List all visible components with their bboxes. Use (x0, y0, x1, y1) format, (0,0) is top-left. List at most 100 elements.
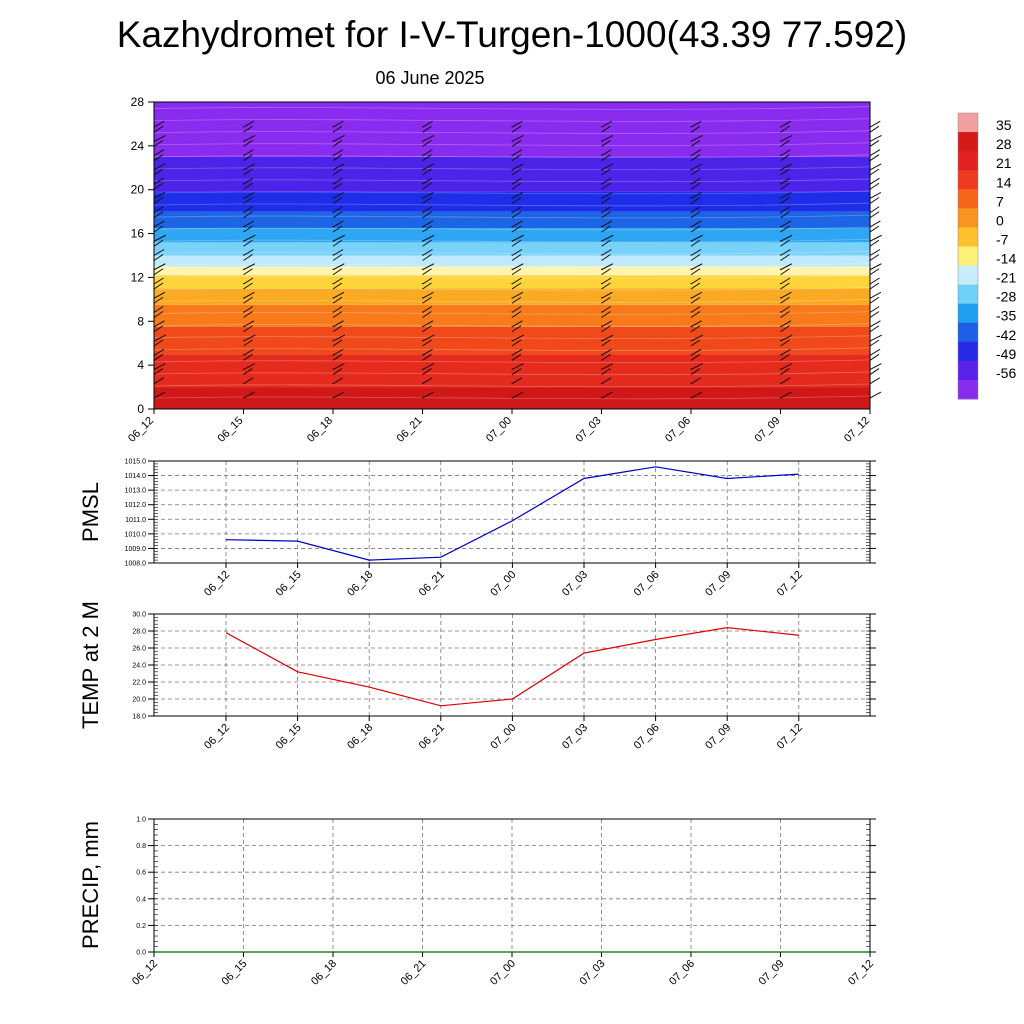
wind-barb-flag (153, 348, 165, 356)
wind-barb-flag (422, 291, 434, 299)
wind-barb-column (690, 120, 704, 399)
x-tick-label: 06_21 (417, 722, 447, 752)
heatmap-layer (154, 266, 870, 276)
wind-barb-flag (511, 211, 522, 219)
wind-barb-flag (511, 125, 522, 133)
wind-barb-flag (511, 192, 524, 199)
wind-barb-flag (511, 363, 524, 370)
wind-barb-flag (332, 296, 343, 304)
wind-barb-flag (869, 197, 880, 204)
y-tick-label: 1009.0 (125, 546, 147, 553)
colorbar-label: -42 (996, 327, 1016, 343)
wind-barb-flag (243, 249, 254, 256)
wind-barb-flag (780, 334, 793, 342)
wind-barb-flag (422, 277, 433, 285)
x-tick-label: 07_12 (775, 722, 805, 752)
contour-line (153, 118, 871, 122)
wind-barb-flag (869, 120, 881, 128)
contour-line (153, 299, 871, 303)
wind-barb-flag (511, 291, 524, 299)
y-tick-label: 1.0 (136, 817, 146, 824)
wind-barb-flag (601, 363, 614, 370)
wind-barb-flag (780, 268, 790, 276)
wind-barb-flag (511, 220, 523, 228)
wind-barb-flag (332, 125, 343, 133)
contour-line (153, 371, 871, 376)
wind-barb-flag (601, 254, 611, 261)
wind-barb-flag (422, 234, 435, 242)
y-tick-label: 20 (131, 183, 145, 197)
x-tick-label: 07_12 (846, 958, 876, 988)
wind-barb-flag (601, 296, 611, 304)
wind-barb-flag (780, 192, 792, 199)
wind-barb-flag (422, 211, 432, 219)
wind-barb-flag (601, 211, 611, 219)
x-tick-label: 06_21 (399, 958, 429, 988)
wind-barb-flag (511, 120, 523, 128)
wind-barb-flag (332, 311, 343, 318)
wind-barb-flag (332, 325, 343, 333)
wind-barb-flag (869, 325, 880, 333)
wind-barb-flag (332, 192, 345, 199)
wind-barb-flag (690, 368, 701, 375)
wind-barb-flag (243, 296, 253, 304)
contour-line (153, 250, 871, 255)
contour-line (153, 178, 871, 183)
wind-barb-flag (243, 125, 253, 133)
contour-line (153, 359, 871, 364)
wind-barb-flag (690, 192, 703, 199)
wind-barb-flag (332, 140, 343, 147)
contour-line (153, 347, 871, 351)
y-axis-label: PMSL (78, 482, 103, 542)
wind-barb-flag (780, 125, 790, 133)
wind-barb-flag (601, 377, 612, 385)
wind-barb-flag (511, 348, 523, 356)
wind-barb-flag (332, 339, 343, 347)
wind-barb-flag (511, 277, 522, 285)
heatmap-layer (154, 354, 870, 388)
y-axis-label: PRECIP, mm (78, 821, 103, 949)
y-tick-label: 0.6 (136, 870, 146, 877)
wind-barb-flag (601, 353, 611, 361)
x-tick-label: 07_09 (703, 722, 733, 752)
wind-barb-flag (153, 220, 165, 228)
heatmap-layer (154, 156, 870, 192)
x-tick-label: 06_12 (126, 415, 156, 445)
wind-barb-flag (869, 377, 880, 385)
wind-barb-flag (690, 120, 702, 128)
wind-barb-flag (869, 282, 880, 290)
wind-barb-flag (780, 368, 790, 375)
wind-barb-flag (869, 363, 882, 370)
wind-barb-flag (690, 249, 702, 256)
wind-barb-flag (869, 311, 880, 318)
heatmap-layer (154, 191, 870, 212)
wind-barb-flag (332, 334, 346, 342)
wind-barb-flag (511, 163, 524, 171)
x-tick-label: 06_18 (345, 722, 375, 752)
wind-barb-flag (332, 277, 343, 285)
colorbar-label: -56 (996, 365, 1016, 381)
wind-barb-flag (422, 135, 435, 142)
wind-barb-flag (422, 239, 432, 247)
wind-barb-flag (780, 197, 790, 204)
wind-barb-flag (243, 220, 255, 228)
wind-barb-flag (690, 339, 701, 347)
wind-barb-flag (153, 339, 164, 347)
wind-barb-flag (511, 225, 522, 233)
wind-barb-flag (243, 348, 254, 356)
wind-barb-flag (690, 348, 702, 356)
colorbar-swatch (958, 265, 978, 286)
wind-barb-flag (601, 263, 614, 271)
wind-barb-flag (780, 348, 791, 356)
y-tick-label: 4 (137, 358, 144, 372)
colorbar-label: 28 (996, 136, 1012, 152)
wind-barb-flag (869, 234, 882, 242)
wind-barb-flag (690, 296, 701, 304)
wind-barb-flag (601, 311, 611, 318)
colorbar-swatch (958, 303, 978, 324)
wind-barb-flag (869, 177, 880, 185)
colorbar-label: 35 (996, 117, 1012, 133)
wind-barb-flag (153, 225, 164, 233)
series-line (225, 626, 799, 707)
